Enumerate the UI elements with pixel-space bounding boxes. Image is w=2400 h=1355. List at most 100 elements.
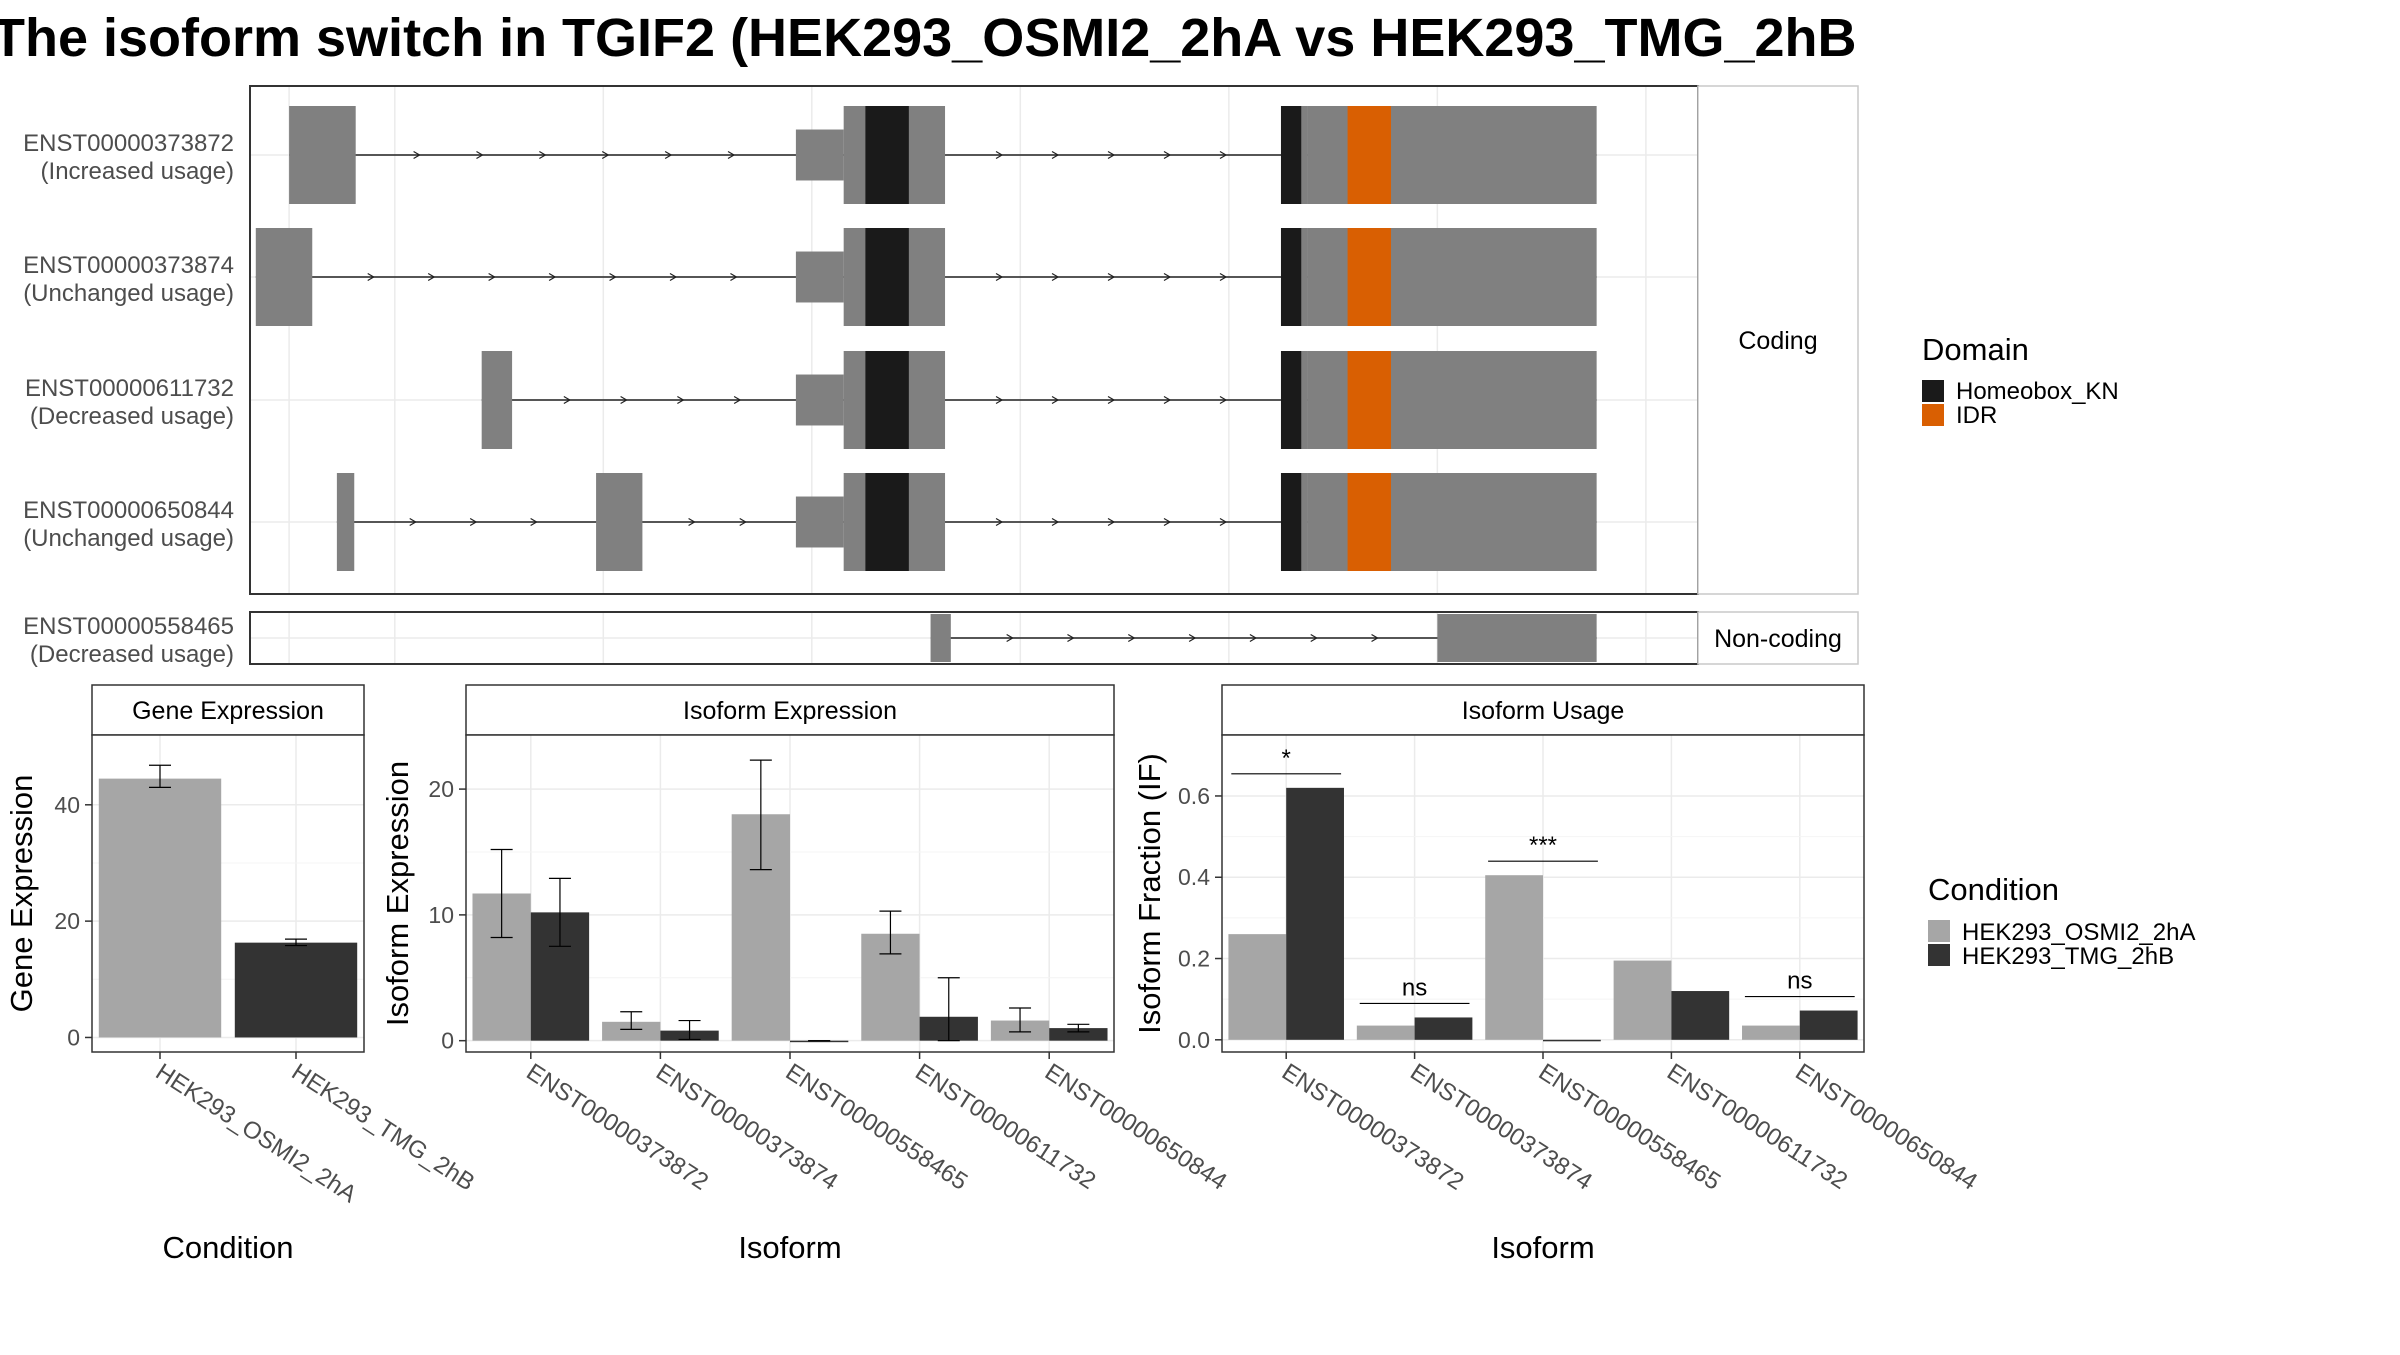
isoform-id-label: ENST00000650844 [23, 497, 234, 524]
intron-arrow-icon [409, 517, 417, 527]
intron-arrow-icon [1163, 517, 1172, 527]
isoform-id-label: ENST00000611732 [25, 375, 234, 402]
chart-strip [1221, 684, 1865, 736]
significance-label: ns [1402, 974, 1427, 1001]
y-tick-label: 0.0 [1178, 1027, 1210, 1053]
chart-title: Gene Expression [132, 697, 324, 725]
intron-arrow-icon [1219, 517, 1228, 527]
intron-arrow-icon [995, 272, 1004, 282]
isoform-usage-label: (Decreased usage) [30, 403, 234, 430]
domain-homeobox [1280, 351, 1302, 449]
intron-arrow-icon [1188, 633, 1197, 643]
bar-cond-a [1613, 960, 1672, 1040]
isoform-usage-label: (Unchanged usage) [23, 525, 234, 552]
isoform-id-label: ENST00000373872 [23, 130, 234, 157]
intron-arrow-icon [1051, 150, 1060, 160]
intron-arrow-icon [413, 150, 421, 160]
bar-cond-b [1414, 1017, 1473, 1040]
chart-strip [465, 684, 1115, 736]
domain-idr [1347, 228, 1392, 326]
intron-arrow-icon [1310, 633, 1318, 643]
isoform-id-label: ENST00000558465 [23, 613, 234, 640]
chart-title: Isoform Expression [683, 697, 897, 725]
intron-arrow-icon [367, 272, 375, 282]
x-axis-title: Condition [163, 1230, 294, 1265]
intron-arrow-icon [995, 395, 1004, 405]
bar-cond-a [1742, 1025, 1800, 1040]
intron-arrow-icon [1051, 272, 1060, 282]
intron-arrow-icon [1163, 150, 1172, 160]
domain-homeobox [865, 473, 909, 571]
intron-arrow-icon [730, 272, 738, 282]
domain-idr [1347, 473, 1392, 571]
exon [255, 228, 313, 326]
exon [795, 496, 844, 548]
intron-arrow-icon [733, 395, 742, 405]
domain-homeobox [865, 228, 909, 326]
intron-arrow-icon [1249, 633, 1258, 643]
condition-legend-title: Condition [1928, 872, 2059, 907]
bar-cond-a [1228, 934, 1287, 1040]
exon [795, 374, 844, 426]
intron-arrow-icon [563, 395, 572, 405]
noncoding-structure-panel: Non-coding ENST00000558465(Decreased usag… [23, 611, 1859, 668]
bar-cond-b [1671, 991, 1730, 1040]
domain-homeobox [1280, 228, 1302, 326]
y-axis-title: Gene Expression [4, 775, 39, 1013]
exon [596, 473, 643, 571]
noncoding-panel-strip-label: Non-coding [1714, 625, 1842, 653]
plot-border [91, 734, 365, 1053]
intron-arrow-icon [1127, 633, 1136, 643]
legend-label-cond-b: HEK293_TMG_2hB [1962, 943, 2174, 970]
exon [289, 106, 356, 204]
intron-arrow-icon [677, 395, 685, 405]
intron-arrow-icon [1219, 272, 1228, 282]
intron-arrow-icon [601, 150, 610, 160]
intron-arrow-icon [1371, 633, 1379, 643]
intron-arrow-icon [539, 150, 547, 160]
intron-arrow-icon [1006, 633, 1014, 643]
intron-arrow-icon [427, 272, 436, 282]
isoform-usage-label: (Unchanged usage) [23, 280, 234, 307]
y-tick-label: 0.6 [1178, 783, 1210, 809]
chart-title: Isoform Usage [1462, 697, 1625, 725]
legend-label-cond-a: HEK293_OSMI2_2hA [1962, 919, 2195, 946]
isoform-id-label: ENST00000373874 [23, 252, 234, 279]
domain-legend-title: Domain [1922, 332, 2029, 367]
coding-panel-strip [1697, 85, 1859, 595]
legend-label-homeobox: Homeobox_KN [1956, 378, 2119, 405]
intron-arrow-icon [530, 517, 538, 527]
intron-arrow-icon [488, 272, 496, 282]
exon [481, 351, 513, 449]
bar-cond-a [1356, 1025, 1415, 1040]
legend-key-cond-b [1928, 944, 1950, 966]
bar-cond-a [98, 778, 222, 1038]
bar-cond-b [1543, 1039, 1601, 1042]
noncoding-panel-strip [1697, 611, 1859, 665]
isoform-usage-label: (Decreased usage) [30, 641, 234, 668]
y-tick-label: 0.2 [1178, 946, 1210, 972]
coding-structure-panel: Coding ENST00000373872(Increased usage) EN… [23, 85, 1859, 595]
y-tick-label: 0 [441, 1028, 454, 1054]
condition-legend: Condition HEK293_OSMI2_2hA HEK293_TMG_2h… [1928, 872, 2195, 970]
y-tick-label: 0 [67, 1024, 80, 1050]
isoform-usage-chart: Isoform Usage*ns***ns0.00.20.40.6ENST000… [1132, 684, 1982, 1265]
legend-key-idr [1922, 404, 1944, 426]
bar-cond-a [1485, 875, 1543, 1040]
intron-arrow-icon [469, 517, 478, 527]
isoform-usage-label: (Increased usage) [41, 158, 234, 185]
intron-arrow-icon [1067, 633, 1075, 643]
exon [795, 251, 844, 303]
intron-arrow-icon [1051, 517, 1060, 527]
exon [930, 614, 951, 662]
exon [1437, 614, 1597, 662]
bar-cond-b [790, 1040, 849, 1043]
intron-arrow-icon [688, 517, 696, 527]
bar-cond-b [234, 942, 358, 1038]
intron-arrow-icon [476, 150, 484, 160]
x-axis-title: Isoform [738, 1230, 841, 1265]
domain-idr [1347, 351, 1392, 449]
intron-arrow-icon [669, 272, 678, 282]
isoform-expression-chart: Isoform Expression01020ENST00000373872EN… [380, 684, 1231, 1265]
